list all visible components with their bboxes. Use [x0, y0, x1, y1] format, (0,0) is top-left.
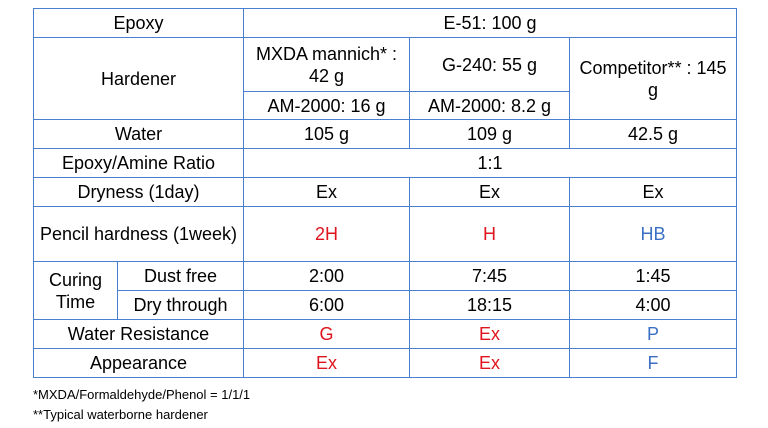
value-dryness-g240: Ex	[409, 177, 570, 207]
value-water-resistance-mxda: G	[243, 319, 410, 349]
value-water-competitor: 42.5 g	[568, 119, 738, 149]
value-water-resistance-competitor: P	[568, 319, 738, 349]
label-water-resistance: Water Resistance	[33, 319, 244, 349]
hardener-g240: G-240: 55 g	[409, 37, 570, 92]
value-pencil-competitor: HB	[568, 206, 738, 262]
footnote-competitor: **Typical waterborne hardener	[33, 407, 208, 422]
hardener-competitor: Competitor** : 145 g	[568, 37, 738, 120]
footnotes: *MXDA/Formaldehyde/Phenol = 1/1/1 **Typi…	[33, 385, 250, 425]
value-epoxy: E-51: 100 g	[242, 8, 738, 38]
label-pencil-hardness: Pencil hardness (1week)	[33, 206, 244, 262]
value-dust-free-mxda: 2:00	[243, 261, 410, 291]
value-dry-through-competitor: 4:00	[568, 290, 738, 320]
value-water-mxda: 105 g	[243, 119, 410, 149]
row-pencil-hardness: Pencil hardness (1week) 2H H HB	[33, 206, 738, 262]
label-dryness: Dryness (1day)	[33, 177, 244, 207]
value-dust-free-competitor: 1:45	[568, 261, 738, 291]
row-water-resistance: Water Resistance G Ex P	[33, 319, 738, 349]
row-hardener: Hardener MXDA mannich* : 42 g G-240: 55 …	[33, 37, 738, 120]
label-appearance: Appearance	[33, 348, 244, 378]
label-curing-time: Curing Time	[33, 261, 118, 320]
value-water-g240: 109 g	[409, 119, 570, 149]
footnote-mxda: *MXDA/Formaldehyde/Phenol = 1/1/1	[33, 387, 251, 402]
hardener-mxda-am2000: AM-2000: 16 g	[243, 91, 410, 120]
row-dryness: Dryness (1day) Ex Ex Ex	[33, 177, 738, 207]
value-ratio: 1:1	[242, 148, 738, 178]
value-appearance-mxda: Ex	[243, 348, 410, 378]
value-appearance-competitor: F	[568, 348, 738, 378]
row-hardener-am2000: AM-2000: 16 g AM-2000: 8.2 g	[34, 91, 737, 120]
row-ratio: Epoxy/Amine Ratio 1:1	[33, 148, 738, 178]
hardener-g240-am2000: AM-2000: 8.2 g	[409, 91, 570, 120]
value-dryness-mxda: Ex	[243, 177, 410, 207]
row-dry-through: Dry through 6:00 18:15 4:00	[34, 290, 738, 320]
value-dust-free-g240: 7:45	[409, 261, 570, 291]
label-water: Water	[33, 119, 244, 149]
row-appearance: Appearance Ex Ex F	[33, 348, 738, 378]
label-dust-free: Dust free	[117, 261, 244, 291]
row-epoxy: Epoxy E-51: 100 g	[33, 8, 738, 38]
value-appearance-g240: Ex	[409, 348, 570, 378]
label-epoxy: Epoxy	[33, 8, 244, 38]
value-dry-through-mxda: 6:00	[243, 290, 410, 320]
label-ratio: Epoxy/Amine Ratio	[33, 148, 244, 178]
value-dryness-competitor: Ex	[568, 177, 738, 207]
value-dry-through-g240: 18:15	[409, 290, 570, 320]
row-dust-free: Curing Time Dust free 2:00 7:45 1:45	[33, 261, 738, 320]
value-pencil-g240: H	[409, 206, 570, 262]
label-hardener: Hardener	[33, 37, 244, 120]
hardener-mxda-mannich: MXDA mannich* : 42 g	[243, 37, 410, 92]
row-water: Water 105 g 109 g 42.5 g	[33, 119, 738, 149]
formulation-table: Epoxy E-51: 100 g Hardener MXDA mannich*…	[33, 8, 738, 378]
label-dry-through: Dry through	[117, 290, 244, 320]
value-pencil-mxda: 2H	[243, 206, 410, 262]
value-water-resistance-g240: Ex	[409, 319, 570, 349]
